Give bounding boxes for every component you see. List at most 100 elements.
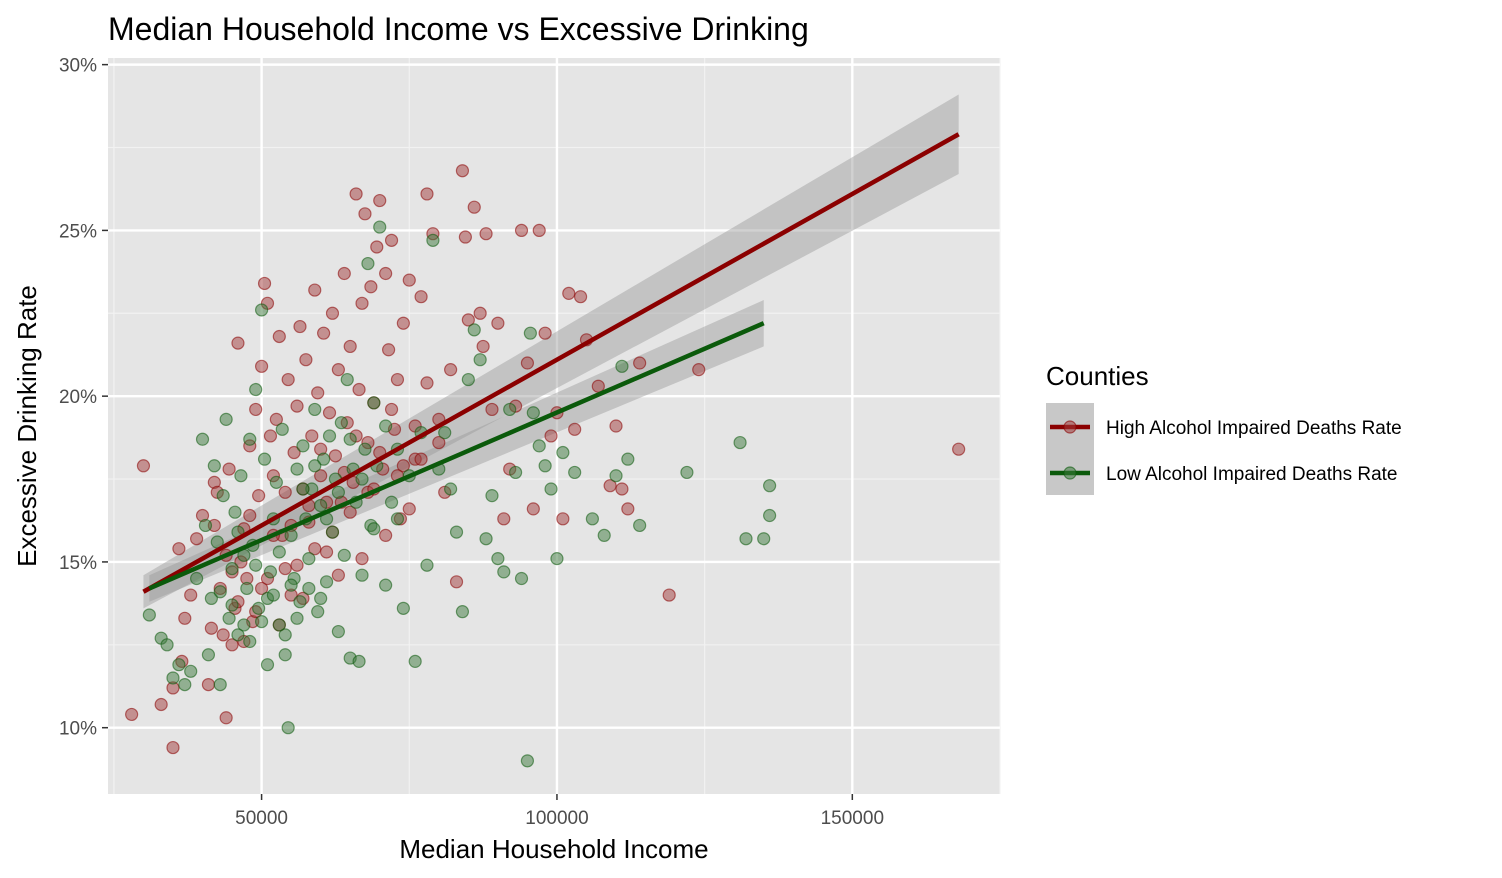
data-point xyxy=(334,416,348,430)
data-point xyxy=(178,677,192,692)
data-point xyxy=(317,452,331,466)
data-point xyxy=(384,233,399,247)
data-point xyxy=(249,558,263,572)
data-point xyxy=(349,187,363,201)
data-point xyxy=(260,658,275,672)
data-point xyxy=(355,472,369,486)
data-point xyxy=(216,489,230,503)
data-point xyxy=(231,336,245,350)
data-point xyxy=(603,479,617,493)
data-point xyxy=(497,512,511,526)
data-point xyxy=(325,306,340,320)
data-point xyxy=(757,532,771,546)
confidence-band xyxy=(149,300,764,602)
y-tick-label: 15% xyxy=(59,553,97,574)
data-point xyxy=(550,552,564,566)
data-point xyxy=(322,406,337,420)
data-point xyxy=(125,707,139,722)
data-point xyxy=(485,402,499,417)
data-point xyxy=(269,475,283,489)
data-point xyxy=(467,323,481,337)
data-point xyxy=(243,508,257,523)
data-point xyxy=(358,442,372,456)
data-point xyxy=(370,240,384,254)
data-point xyxy=(278,485,292,499)
data-point xyxy=(514,223,529,237)
data-point xyxy=(272,329,286,344)
data-point xyxy=(408,654,422,668)
data-point xyxy=(272,618,286,632)
data-point xyxy=(166,671,180,685)
data-point xyxy=(384,402,399,417)
data-point xyxy=(219,711,233,725)
data-point xyxy=(585,512,599,526)
data-point xyxy=(479,532,493,546)
data-point xyxy=(426,233,440,247)
data-point xyxy=(178,611,192,625)
data-point xyxy=(219,412,233,426)
data-point xyxy=(249,382,263,397)
data-point xyxy=(952,442,966,456)
data-point xyxy=(325,525,340,539)
y-tick-label: 25% xyxy=(59,221,97,242)
data-point xyxy=(204,591,218,605)
data-point xyxy=(254,581,269,596)
data-point xyxy=(373,193,387,208)
data-point xyxy=(379,578,393,592)
data-point xyxy=(305,429,319,443)
data-point xyxy=(213,677,227,692)
data-point xyxy=(402,502,416,516)
data-point xyxy=(491,316,505,330)
data-point xyxy=(680,465,694,480)
data-point xyxy=(136,459,151,473)
data-point xyxy=(497,565,511,579)
data-point xyxy=(556,445,570,460)
data-point xyxy=(222,611,236,625)
data-point xyxy=(355,296,369,310)
data-point xyxy=(317,326,331,340)
data-point xyxy=(449,525,464,539)
data-point xyxy=(166,740,180,755)
data-point xyxy=(243,634,257,649)
data-point xyxy=(314,591,328,605)
legend: Counties High Alcohol Impaired Deaths Ra… xyxy=(1046,361,1402,495)
data-point xyxy=(523,326,537,340)
data-point xyxy=(615,359,629,373)
data-point xyxy=(314,498,328,513)
data-point xyxy=(337,548,351,562)
data-point xyxy=(432,435,446,450)
data-point xyxy=(160,638,174,652)
data-point xyxy=(172,542,186,556)
data-point xyxy=(396,459,410,473)
gridlines xyxy=(108,58,1001,794)
data-point xyxy=(201,648,216,662)
data-point xyxy=(299,353,313,367)
data-point xyxy=(461,313,475,327)
data-point xyxy=(633,356,647,370)
data-point xyxy=(503,402,517,417)
data-points xyxy=(125,164,966,768)
data-point xyxy=(352,382,366,397)
data-point xyxy=(361,256,375,271)
data-point xyxy=(420,558,434,572)
data-point xyxy=(379,528,393,543)
data-point xyxy=(290,558,304,572)
data-point xyxy=(284,578,298,592)
y-tick-label: 20% xyxy=(59,387,97,408)
data-point xyxy=(269,412,283,426)
data-point xyxy=(172,658,186,672)
data-point xyxy=(308,459,322,473)
data-point xyxy=(458,230,472,244)
data-point xyxy=(573,290,588,304)
data-point xyxy=(763,479,777,493)
data-point xyxy=(352,654,366,668)
data-point xyxy=(319,545,334,559)
data-point xyxy=(390,512,405,526)
data-point xyxy=(532,439,546,453)
legend-label: High Alcohol Impaired Deaths Rate xyxy=(1106,418,1402,439)
data-point xyxy=(281,721,295,735)
data-point xyxy=(544,482,558,496)
data-point xyxy=(358,207,372,221)
data-point xyxy=(633,518,647,533)
data-point xyxy=(520,754,535,768)
